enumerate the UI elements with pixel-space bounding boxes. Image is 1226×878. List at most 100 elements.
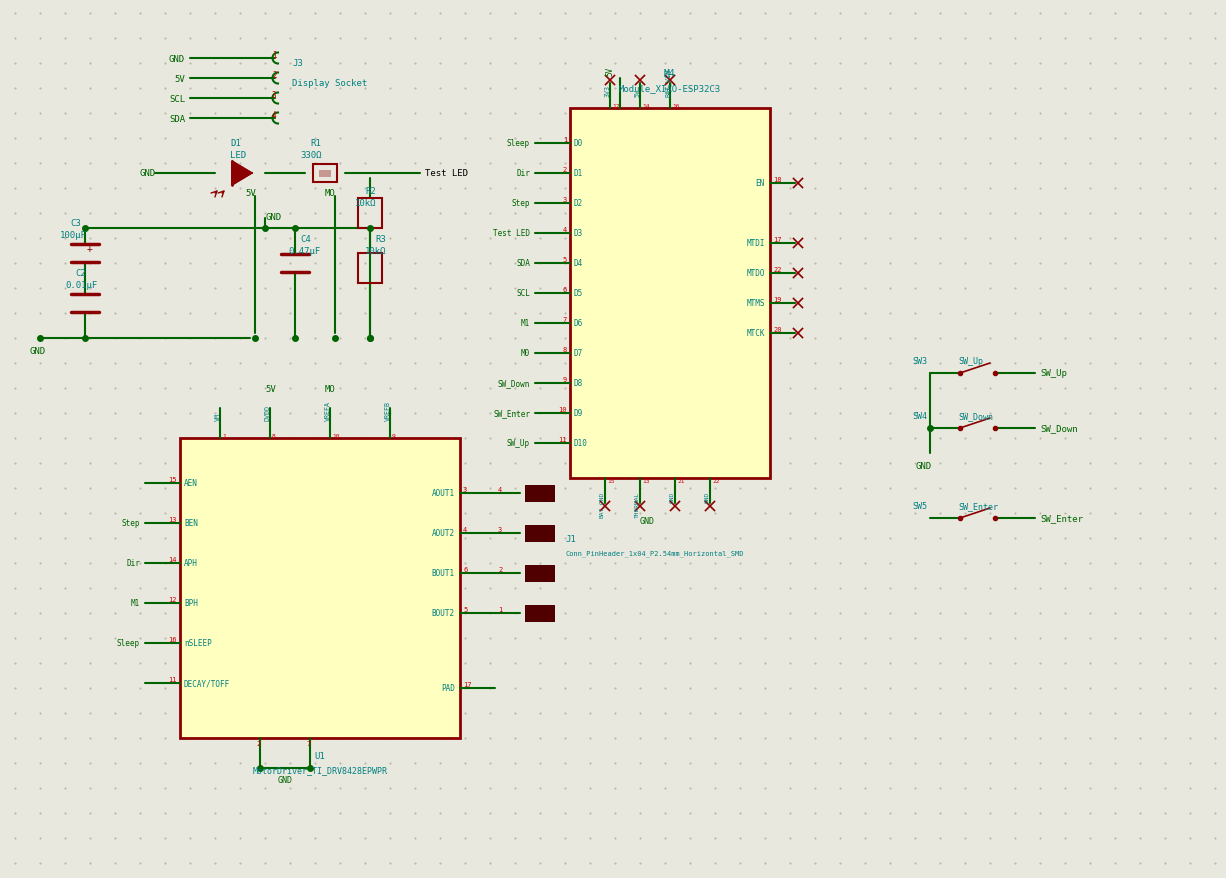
Text: D2: D2 [574,199,584,208]
Text: 4: 4 [498,486,503,493]
Text: 3: 3 [272,91,277,100]
Text: 5V: 5V [606,67,614,76]
Text: D9: D9 [574,409,584,418]
Text: 2: 2 [498,566,503,572]
Bar [313,165,337,183]
Text: Module_XIAO-ESP32C3: Module_XIAO-ESP32C3 [619,84,721,93]
Text: R1: R1 [310,140,321,148]
Text: D8: D8 [574,379,584,388]
Text: 14: 14 [642,104,650,110]
Text: 14: 14 [168,557,177,563]
Text: SW_Up: SW_Up [1040,369,1067,378]
Text: AOUT2: AOUT2 [432,529,455,538]
Text: 7: 7 [306,740,310,746]
Text: 5: 5 [563,256,566,263]
Text: 3: 3 [463,486,467,493]
Text: EN: EN [755,179,765,188]
Text: SW_Down: SW_Down [958,412,993,421]
Text: Step: Step [121,519,140,528]
Text: BAT_GND: BAT_GND [600,492,604,518]
Text: SW_Down: SW_Down [1040,424,1078,433]
Text: Sleep: Sleep [116,639,140,648]
Text: GND: GND [705,492,710,503]
Text: SW_Up: SW_Up [506,439,530,448]
Text: 12: 12 [168,596,177,602]
Text: 6: 6 [463,566,467,572]
Text: M0: M0 [521,349,530,358]
Text: 4: 4 [463,527,467,532]
Text: SW_Down: SW_Down [498,379,530,388]
Text: 10: 10 [332,433,340,438]
Text: 17: 17 [774,237,781,242]
Text: 1: 1 [498,607,503,612]
Text: 9: 9 [392,433,396,438]
Text: 5: 5 [463,607,467,612]
Text: 3: 3 [563,197,566,203]
Text: BOUT2: BOUT2 [432,608,455,618]
Text: D0: D0 [574,140,584,148]
Polygon shape [232,162,253,186]
Text: D10: D10 [574,439,588,448]
Text: SW_Enter: SW_Enter [493,409,530,418]
Text: D1: D1 [230,140,240,148]
Text: MTDO: MTDO [747,270,765,278]
Text: 2: 2 [272,71,277,80]
Text: 10: 10 [559,407,566,413]
Text: GND: GND [915,462,931,471]
Text: 8: 8 [272,433,276,438]
Text: MotorDriver_TI_DRV8428EPWPR: MotorDriver_TI_DRV8428EPWPR [253,766,387,774]
Bar [358,254,383,284]
Text: 9: 9 [563,377,566,383]
Text: GND: GND [140,169,156,178]
Text: MO: MO [325,190,336,198]
Text: D3: D3 [574,229,584,238]
Bar [525,565,555,582]
Text: M4: M4 [664,68,676,79]
Text: SW5: SW5 [912,502,927,511]
Text: Dir: Dir [516,169,530,178]
Text: 5V: 5V [265,384,276,393]
Text: SCL: SCL [169,95,185,104]
Text: Step: Step [511,199,530,208]
Text: C4: C4 [300,234,310,243]
Text: VM: VM [215,413,221,421]
Text: AEN: AEN [184,479,197,488]
Text: M1: M1 [131,599,140,608]
Text: BOUT1: BOUT1 [432,569,455,578]
Text: GND: GND [669,492,674,503]
Text: GND: GND [265,212,281,221]
Text: 13: 13 [168,516,177,522]
Text: MO: MO [325,384,336,393]
Text: MTCK: MTCK [747,329,765,338]
Text: nSLEEP: nSLEEP [184,639,212,648]
Text: +: + [87,244,93,254]
Text: 21: 21 [677,479,684,484]
Text: D4: D4 [574,259,584,268]
Text: 4: 4 [563,227,566,233]
Text: 11: 11 [168,676,177,682]
Text: VREFA: VREFA [325,400,331,421]
Text: APH: APH [184,559,197,568]
Text: D5: D5 [574,289,584,299]
Text: Test LED: Test LED [493,229,530,238]
Text: Sleep: Sleep [506,140,530,148]
Text: BAT_VIN: BAT_VIN [664,68,672,97]
Text: DVDD: DVDD [265,405,271,421]
Text: 1: 1 [563,137,566,143]
Text: 330Ω: 330Ω [300,151,321,161]
Text: R2: R2 [365,186,375,195]
Text: 3: 3 [498,527,503,532]
Text: 8: 8 [563,347,566,353]
Text: SW4: SW4 [912,412,927,421]
Text: R3: R3 [375,234,386,243]
Text: C3: C3 [70,220,81,228]
Text: D7: D7 [574,349,584,358]
Text: SCL: SCL [516,289,530,299]
Text: PAD: PAD [441,684,455,693]
Text: DECAY/TOFF: DECAY/TOFF [184,679,230,687]
Text: 6: 6 [563,287,566,292]
Text: SW_Up: SW_Up [958,357,983,366]
Text: BEN: BEN [184,519,197,528]
Text: 15: 15 [607,479,614,484]
Text: 22: 22 [774,267,781,273]
